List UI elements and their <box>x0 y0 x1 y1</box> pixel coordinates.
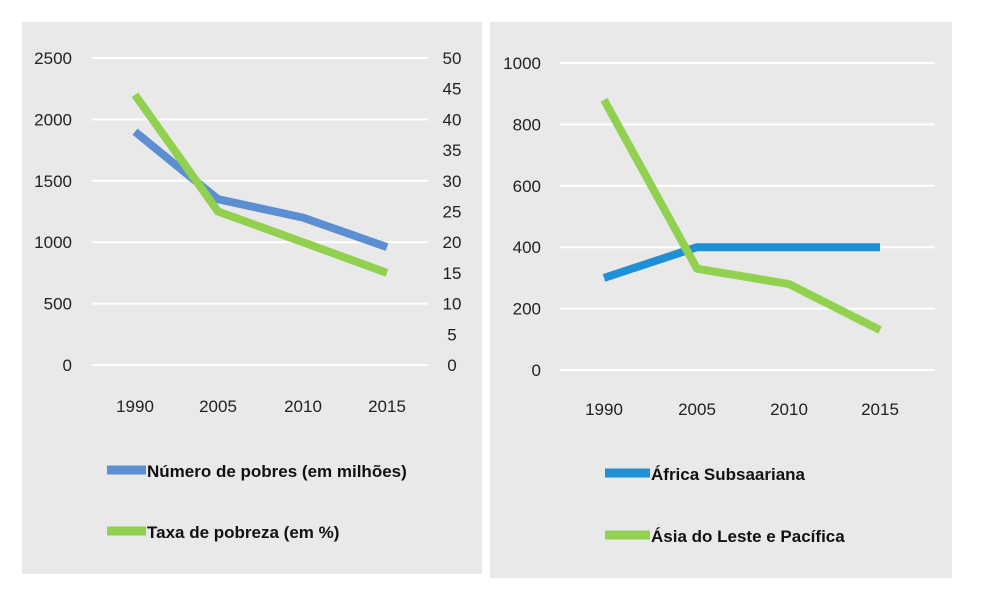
left-legend: Número de pobres (em milhões) Taxa de po… <box>107 462 407 542</box>
left-chart-panel <box>22 22 482 574</box>
y2-tick-label: 25 <box>443 203 462 222</box>
y2-tick-label: 20 <box>443 233 462 252</box>
right-series-lines <box>600 97 882 334</box>
y-tick-label: 1000 <box>34 233 72 252</box>
left-series-lines <box>131 92 389 277</box>
y-tick-label: 400 <box>513 238 541 257</box>
y-tick-label: 2000 <box>34 110 72 129</box>
series-line-asia-do-leste <box>600 97 882 334</box>
y2-tick-label: 50 <box>443 49 462 68</box>
right-legend: África Subsaariana Ásia do Leste e Pacíf… <box>605 465 845 546</box>
y-tick-label: 2500 <box>34 49 72 68</box>
left-secondary-y-axis-ticks: 0 5 10 15 20 25 30 35 40 45 50 <box>443 49 462 375</box>
y2-tick-label: 30 <box>443 172 462 191</box>
y-tick-label: 500 <box>44 295 72 314</box>
right-gridlines <box>560 62 935 371</box>
y-tick-label: 200 <box>513 300 541 319</box>
y2-tick-label: 10 <box>443 295 462 314</box>
x-tick-label: 1990 <box>116 397 154 416</box>
y2-tick-label: 40 <box>443 110 462 129</box>
x-tick-label: 2010 <box>284 397 322 416</box>
series-line-taxa-de-pobreza <box>131 92 389 277</box>
y2-tick-label: 35 <box>443 141 462 160</box>
x-tick-label: 1990 <box>585 400 623 419</box>
left-x-axis-ticks: 1990 2005 2010 2015 <box>116 397 406 416</box>
y2-tick-label: 45 <box>443 80 462 99</box>
legend-label-asia-do-leste: Ásia do Leste e Pacífica <box>651 527 845 546</box>
y2-tick-label: 15 <box>443 264 462 283</box>
legend-label-numero-de-pobres: Número de pobres (em milhões) <box>147 462 407 481</box>
y-tick-label: 1500 <box>34 172 72 191</box>
x-tick-label: 2005 <box>199 397 237 416</box>
y-tick-label: 0 <box>532 361 541 380</box>
y-tick-label: 800 <box>513 115 541 134</box>
y-tick-label: 1000 <box>503 54 541 73</box>
y2-tick-label: 0 <box>447 356 456 375</box>
right-chart-panel <box>490 22 952 578</box>
y2-tick-label: 5 <box>447 325 456 344</box>
x-tick-label: 2010 <box>770 400 808 419</box>
right-x-axis-ticks: 1990 2005 2010 2015 <box>585 400 899 419</box>
legend-label-taxa-de-pobreza: Taxa de pobreza (em %) <box>147 523 339 542</box>
x-tick-label: 2005 <box>678 400 716 419</box>
left-y-axis-ticks: 0 500 1000 1500 2000 2500 <box>34 49 72 375</box>
right-y-axis-ticks: 0 200 400 600 800 1000 <box>503 54 541 380</box>
series-line-numero-de-pobres <box>132 128 389 251</box>
series-line-africa-subsaariana <box>602 243 880 282</box>
y-tick-label: 0 <box>63 356 72 375</box>
x-tick-label: 2015 <box>861 400 899 419</box>
y-tick-label: 600 <box>513 177 541 196</box>
legend-label-africa-subsaariana: África Subsaariana <box>651 465 806 484</box>
x-tick-label: 2015 <box>368 397 406 416</box>
